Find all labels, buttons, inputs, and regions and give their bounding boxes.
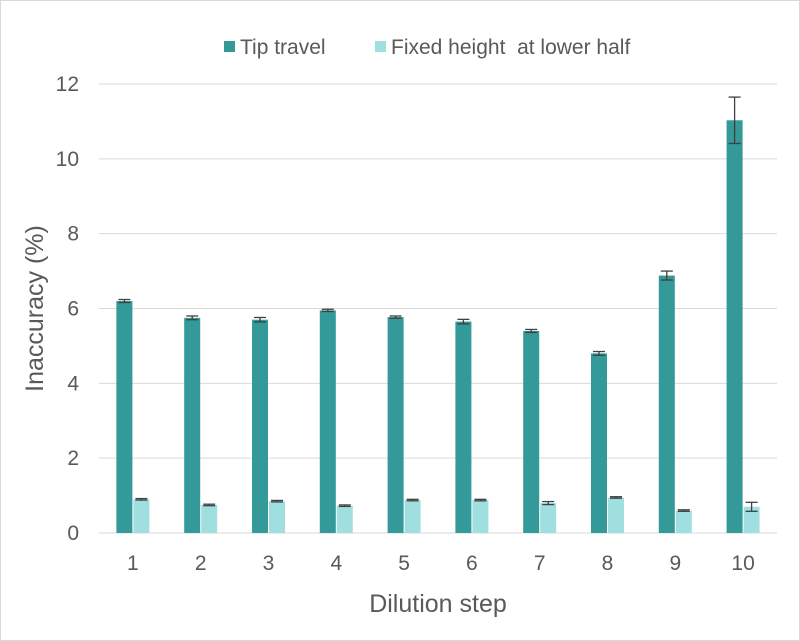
bar (472, 500, 489, 533)
bar (675, 510, 692, 533)
y-tick-labels: 0 2 4 6 8 10 12 (56, 73, 80, 545)
error-bar (406, 498, 419, 502)
legend-label: Tip travel (240, 36, 326, 59)
bar (133, 499, 150, 533)
error-bar (525, 328, 538, 334)
error-bar (745, 501, 758, 512)
error-bar (457, 318, 470, 325)
x-tick-label: 7 (534, 552, 546, 575)
error-bar (610, 496, 622, 499)
x-tick-label: 2 (195, 552, 207, 575)
bar (455, 321, 472, 533)
bar (336, 505, 353, 533)
bar (184, 317, 201, 533)
error-bar (321, 308, 334, 313)
x-tick-label: 4 (330, 552, 342, 575)
bar (387, 317, 404, 533)
bar (608, 497, 624, 533)
error-bar (389, 315, 402, 319)
x-tick-label: 8 (602, 552, 614, 575)
bar (726, 120, 743, 534)
bar (404, 500, 421, 533)
bar (540, 503, 557, 533)
error-bar (660, 270, 673, 281)
bar (201, 504, 218, 533)
y-tick-label: 6 (67, 298, 79, 321)
legend-swatch (375, 41, 386, 52)
error-bar (677, 509, 690, 512)
legend: Tip travel Fixed height at lower half (224, 36, 630, 59)
y-tick-label: 12 (56, 73, 79, 96)
bar (523, 330, 540, 533)
error-bar (118, 298, 131, 304)
bars (116, 120, 760, 534)
x-tick-label: 10 (731, 552, 754, 575)
error-bar (593, 350, 605, 356)
error-bar (186, 315, 199, 321)
bar (116, 301, 133, 533)
gridlines (99, 83, 777, 534)
error-bar (271, 499, 283, 503)
y-tick-label: 0 (67, 522, 79, 545)
x-tick-label: 9 (669, 552, 681, 575)
bar (319, 310, 336, 533)
y-tick-label: 2 (67, 447, 79, 470)
x-axis-title: Dilution step (369, 590, 507, 618)
bar (269, 501, 285, 533)
y-tick-label: 10 (56, 148, 79, 171)
error-bar (254, 316, 266, 323)
bar (591, 353, 607, 533)
error-bars (118, 96, 758, 512)
bar (252, 319, 268, 533)
bar (743, 506, 760, 533)
x-tick-label: 5 (398, 552, 410, 575)
legend-label: Fixed height at lower half (391, 36, 630, 59)
error-bar (728, 96, 741, 145)
error-bar (542, 500, 555, 506)
error-bar (338, 504, 351, 508)
x-tick-labels: 1 2 3 4 5 6 7 8 9 10 (127, 552, 755, 575)
x-tick-label: 3 (263, 552, 275, 575)
error-bar (203, 503, 216, 507)
x-tick-label: 6 (466, 552, 478, 575)
x-tick-label: 1 (127, 552, 139, 575)
y-axis-title: Inaccuracy (%) (21, 225, 49, 392)
error-bar (135, 497, 148, 501)
y-tick-label: 4 (67, 372, 79, 395)
bar (658, 275, 675, 533)
y-tick-label: 8 (67, 223, 79, 246)
legend-swatch (224, 41, 235, 52)
error-bar (474, 498, 487, 502)
